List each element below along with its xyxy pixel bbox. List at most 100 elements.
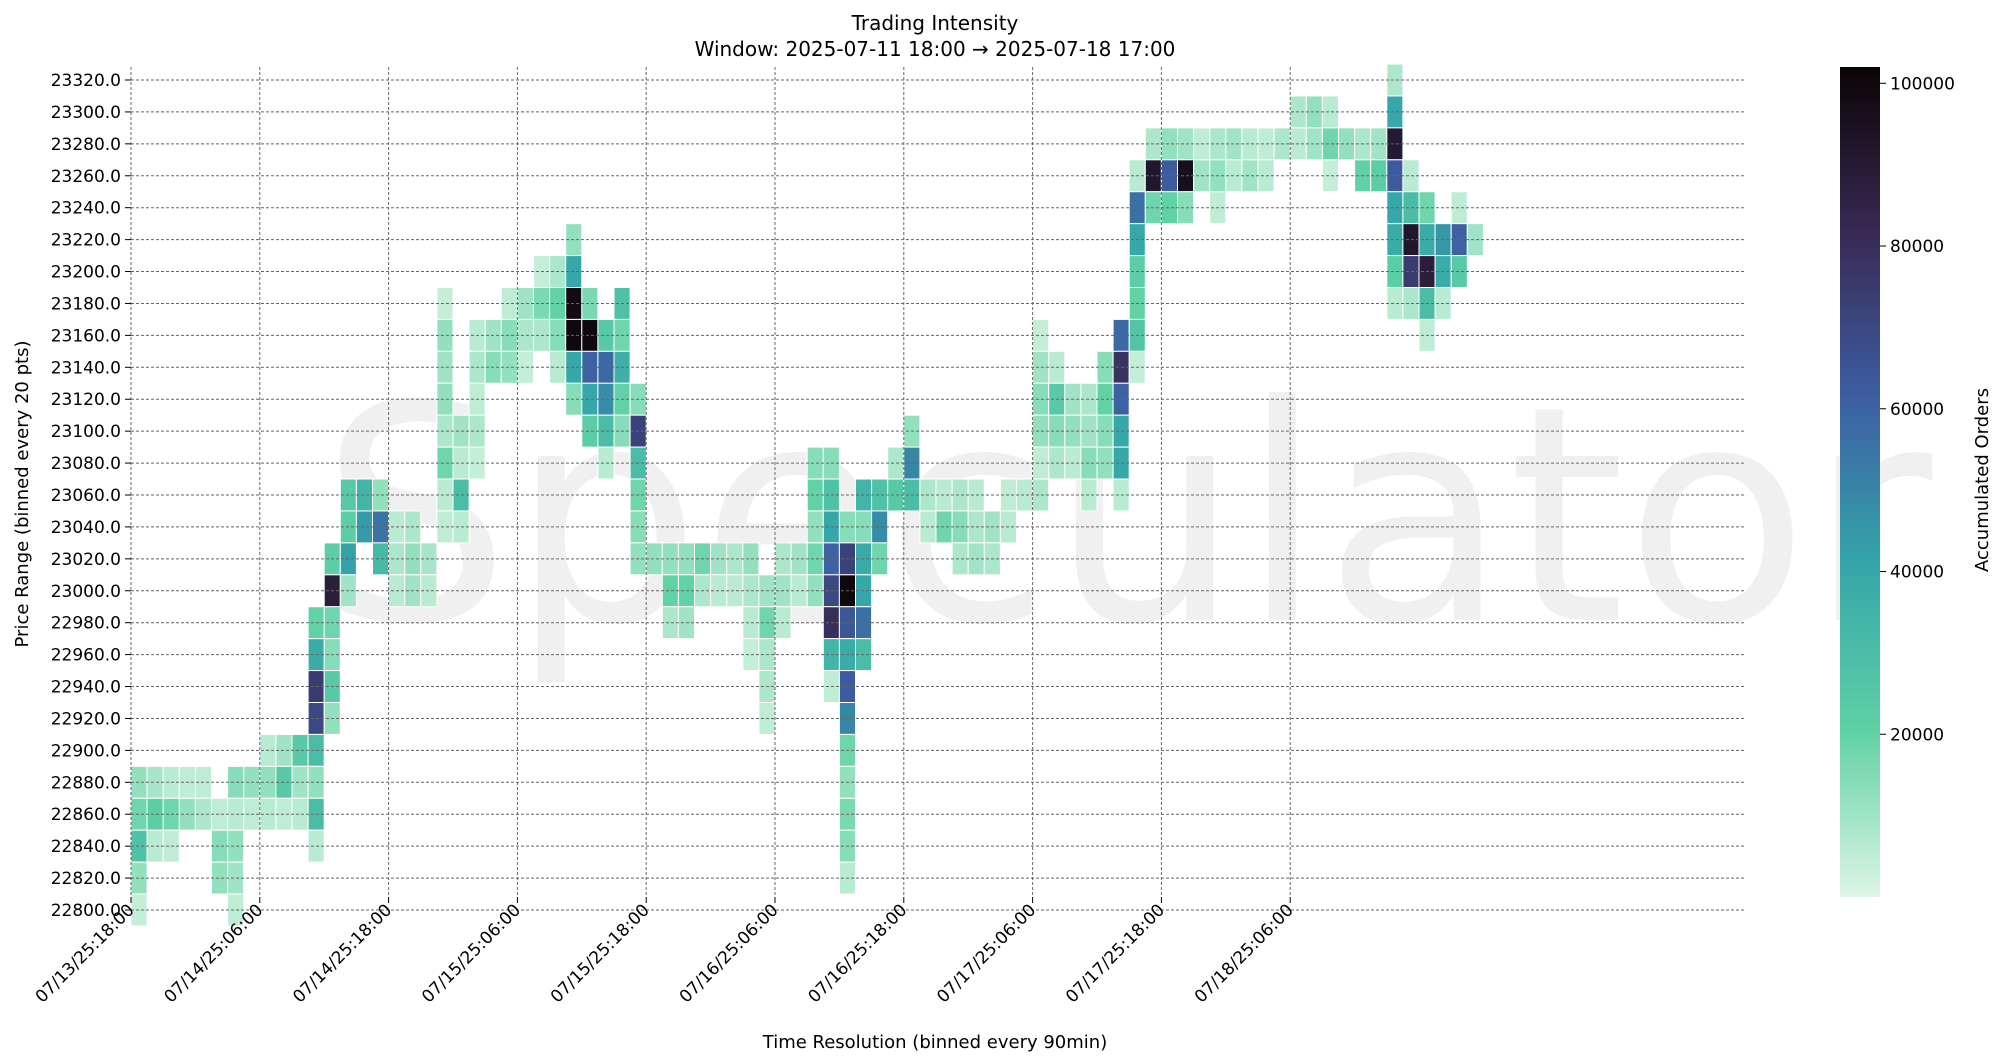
heatmap-cell xyxy=(146,797,164,831)
heatmap-cell xyxy=(1386,127,1404,161)
colorbar-ticks: 20000 40000 60000 80000 100000 xyxy=(1880,74,1955,745)
heatmap-cell xyxy=(661,606,679,640)
y-tick-label: 23320.0 xyxy=(51,71,121,91)
y-tick-label: 23300.0 xyxy=(51,103,121,123)
heatmap-cell xyxy=(436,446,454,480)
heatmap-cell xyxy=(806,478,824,512)
y-tick-label: 22840.0 xyxy=(51,837,121,857)
colorbar-tick-label: 80000 xyxy=(1890,237,1944,257)
gridlines xyxy=(130,67,1745,911)
heatmap-cell xyxy=(951,510,969,544)
heatmap-cell xyxy=(436,510,454,544)
heatmap-cell xyxy=(871,510,889,544)
heatmap-cell xyxy=(1241,159,1259,193)
heatmap-cell xyxy=(661,574,679,608)
heatmap-cell xyxy=(436,382,454,416)
heatmap-cell xyxy=(581,350,599,384)
heatmap-cell xyxy=(1386,63,1404,97)
colorbar xyxy=(1840,67,1880,897)
y-tick-label: 22940.0 xyxy=(51,678,121,698)
x-tick-label: 07/14/25:18:00 xyxy=(289,900,396,1007)
y-tick-label: 22800.0 xyxy=(51,901,121,921)
x-tick-label: 07/17/25:18:00 xyxy=(1062,900,1169,1007)
y-tick-label: 22920.0 xyxy=(51,709,121,729)
colorbar-label: Accumulated Orders xyxy=(1972,388,1993,572)
y-tick-label: 22820.0 xyxy=(51,869,121,889)
x-tick-label: 07/16/25:18:00 xyxy=(805,900,912,1007)
heatmap-cell xyxy=(291,733,309,767)
heatmap-cell xyxy=(726,542,744,576)
y-tick-label: 23020.0 xyxy=(51,550,121,570)
heatmap-cell xyxy=(581,382,599,416)
chart-subtitle: Window: 2025-07-11 18:00 → 2025-07-18 17… xyxy=(695,37,1176,61)
heatmap-cell xyxy=(1386,287,1404,320)
y-tick-label: 23220.0 xyxy=(51,231,121,251)
y-axis-ticks: 23320.0 23300.0 23280.0 23260.0 23240.0 23220… xyxy=(51,71,131,921)
heatmap-cell xyxy=(581,318,599,352)
y-tick-label: 23160.0 xyxy=(51,326,121,346)
y-tick-label: 22880.0 xyxy=(51,773,121,793)
heatmap-cell xyxy=(1386,255,1404,288)
heatmap-cell xyxy=(146,765,164,799)
heatmap-cell xyxy=(436,350,454,384)
x-tick-label: 07/18/25:06:00 xyxy=(1191,900,1298,1007)
x-tick-label: 07/16/25:06:00 xyxy=(676,900,783,1007)
heatmap-cell xyxy=(436,478,454,512)
x-tick-label: 07/17/25:06:00 xyxy=(933,900,1040,1007)
y-tick-label: 23040.0 xyxy=(51,518,121,538)
heatmap-cell xyxy=(146,829,164,863)
y-tick-label: 22980.0 xyxy=(51,614,121,634)
y-tick-label: 23060.0 xyxy=(51,486,121,506)
y-tick-label: 22900.0 xyxy=(51,741,121,761)
y-tick-label: 23240.0 xyxy=(51,199,121,219)
heatmap-cell xyxy=(291,765,309,799)
heatmap-cell xyxy=(871,478,889,512)
heatmap-cell xyxy=(1096,350,1114,384)
y-tick-label: 22860.0 xyxy=(51,805,121,825)
x-tick-label: 07/15/25:18:00 xyxy=(547,900,654,1007)
x-tick-label: 07/15/25:06:00 xyxy=(418,900,525,1007)
heatmap-cell xyxy=(806,574,824,608)
heatmap-cell xyxy=(951,542,969,576)
heatmap-cell xyxy=(726,574,744,608)
colorbar-tick-label: 20000 xyxy=(1890,725,1944,745)
heatmap-cell xyxy=(1386,223,1404,257)
heatmap-cell xyxy=(436,287,454,320)
heatmap-cell xyxy=(1386,191,1404,225)
heatmap-cell xyxy=(806,510,824,544)
heatmap-cell xyxy=(291,797,309,831)
chart-title: Trading Intensity xyxy=(851,11,1019,35)
heatmap-cell xyxy=(806,542,824,576)
y-tick-label: 23180.0 xyxy=(51,294,121,314)
x-axis-ticks: 07/13/25:18:00 07/14/25:06:00 07/14/25:18:… xyxy=(32,897,1298,1007)
heatmap-cell xyxy=(871,542,889,576)
heatmap-cell xyxy=(1386,159,1404,193)
colorbar-tick-label: 60000 xyxy=(1890,400,1944,420)
heatmap-cell xyxy=(661,542,679,576)
x-tick-label: 07/14/25:06:00 xyxy=(161,900,268,1007)
heatmap-cell xyxy=(951,478,969,512)
y-tick-label: 23280.0 xyxy=(51,135,121,155)
heatmap-cell xyxy=(581,287,599,320)
heatmap-cell xyxy=(806,446,824,480)
y-tick-label: 23120.0 xyxy=(51,390,121,410)
heatmap-cell xyxy=(436,318,454,352)
heatmap-cell xyxy=(1241,127,1259,161)
heatmap-cell xyxy=(436,414,454,448)
y-tick-label: 23100.0 xyxy=(51,422,121,442)
heatmap-cell xyxy=(1096,382,1114,416)
heatmap-cell xyxy=(1096,414,1114,448)
y-tick-label: 22960.0 xyxy=(51,646,121,666)
y-axis-label: Price Range (binned every 20 pts) xyxy=(12,341,33,648)
x-axis-label: Time Resolution (binned every 90min) xyxy=(762,1032,1107,1053)
y-tick-label: 23260.0 xyxy=(51,167,121,187)
colorbar-tick-label: 100000 xyxy=(1890,74,1955,94)
heatmap-cell xyxy=(1386,95,1404,129)
heatmap-cell xyxy=(1096,446,1114,480)
heatmap-cell xyxy=(1466,223,1484,257)
heatmap-cell xyxy=(581,414,599,448)
colorbar-tick-label: 40000 xyxy=(1890,563,1944,583)
y-tick-label: 23000.0 xyxy=(51,582,121,602)
y-tick-label: 23140.0 xyxy=(51,358,121,378)
